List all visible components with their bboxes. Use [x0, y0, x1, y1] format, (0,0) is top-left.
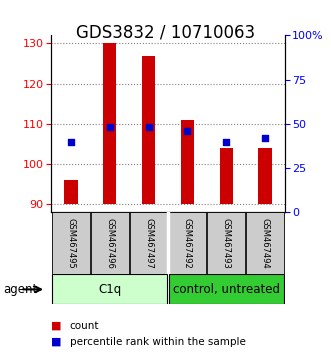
Bar — [130, 212, 167, 274]
Text: percentile rank within the sample: percentile rank within the sample — [70, 337, 245, 347]
Text: GSM467494: GSM467494 — [261, 218, 270, 269]
Text: GDS3832 / 10710063: GDS3832 / 10710063 — [76, 23, 255, 41]
Bar — [142, 56, 155, 204]
Bar — [103, 44, 117, 204]
Text: control, untreated: control, untreated — [173, 283, 280, 296]
Bar — [208, 212, 245, 274]
Point — [146, 125, 151, 130]
Text: GSM467497: GSM467497 — [144, 218, 153, 269]
Text: C1q: C1q — [98, 283, 121, 296]
Bar — [219, 148, 233, 204]
Text: count: count — [70, 321, 99, 331]
Bar — [246, 212, 284, 274]
Bar — [168, 274, 284, 304]
Bar — [181, 120, 194, 204]
Text: ■: ■ — [51, 337, 62, 347]
Point — [107, 125, 112, 130]
Text: agent: agent — [3, 283, 37, 296]
Point — [262, 135, 268, 141]
Point — [185, 128, 190, 134]
Bar — [52, 274, 167, 304]
Bar — [259, 148, 272, 204]
Text: GSM467493: GSM467493 — [222, 218, 231, 269]
Bar — [91, 212, 128, 274]
Bar — [52, 212, 90, 274]
Bar — [64, 180, 77, 204]
Point — [68, 139, 73, 144]
Text: GSM467496: GSM467496 — [105, 218, 114, 269]
Point — [224, 139, 229, 144]
Text: GSM467495: GSM467495 — [66, 218, 75, 269]
Text: GSM467492: GSM467492 — [183, 218, 192, 269]
Text: ■: ■ — [51, 321, 62, 331]
Bar — [168, 212, 206, 274]
